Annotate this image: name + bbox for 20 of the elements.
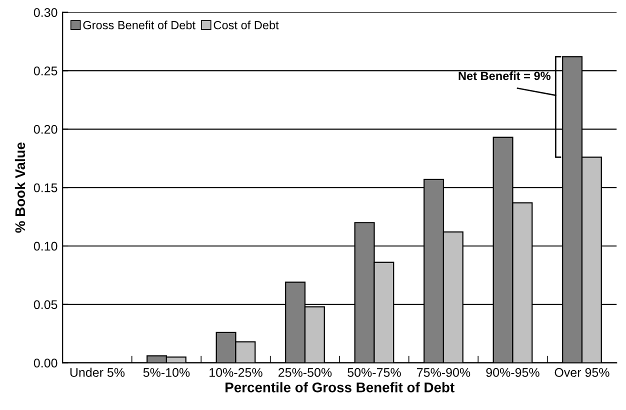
- y-tick-label: 0.15: [34, 183, 58, 192]
- x-tick-label: Under 5%: [70, 368, 125, 377]
- y-tick-label: 0.30: [34, 8, 58, 17]
- y-tick-label: 0.05: [34, 300, 58, 310]
- legend-label: Cost of Debt: [214, 20, 279, 30]
- y-tick-label: 0.10: [34, 242, 58, 251]
- x-tick-label: 75%-90%: [417, 368, 470, 377]
- x-tick-label: Over 95%: [554, 368, 610, 377]
- y-tick-label: 0.20: [34, 124, 58, 134]
- y-tick-label: 0.25: [34, 66, 58, 76]
- y-axis-title: % Book Value: [14, 142, 26, 233]
- y-tick-label: 0.00: [34, 358, 58, 368]
- x-tick-label: 50%-75%: [348, 368, 401, 377]
- x-tick-label: 25%-50%: [278, 368, 332, 377]
- x-tick-label: 5%-10%: [143, 368, 190, 377]
- x-axis-title: Percentile of Gross Benefit of Debt: [226, 382, 454, 392]
- x-tick-label: 90%-95%: [486, 368, 540, 377]
- x-tick-label: 10%-25%: [210, 368, 262, 377]
- annotation: Net Benefit = 9%: [458, 71, 551, 80]
- legend-label: Gross Benefit of Debt: [83, 20, 196, 30]
